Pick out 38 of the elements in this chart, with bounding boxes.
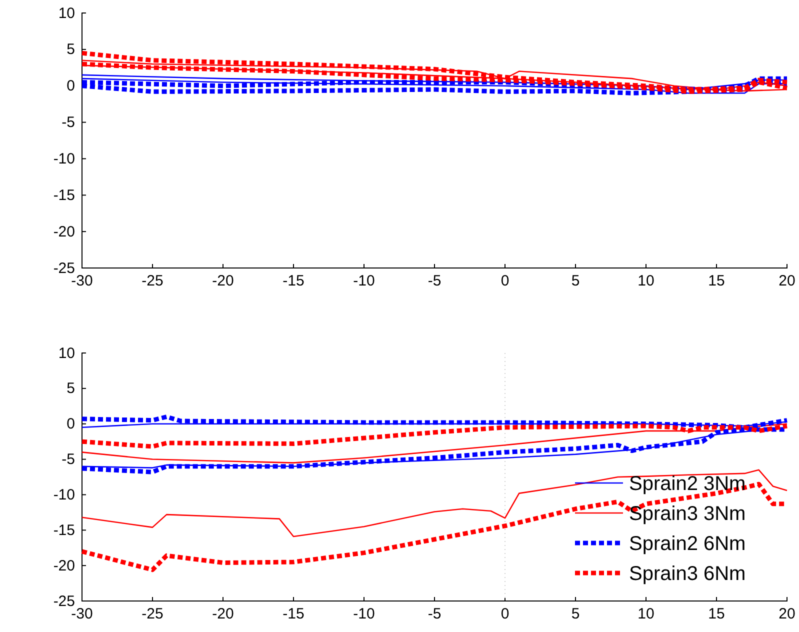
y-tick-label: -10 [53,150,75,168]
y-tick-label: -5 [62,114,75,132]
x-tick-label: 20 [778,272,796,290]
y-tick-label: -20 [53,223,75,240]
x-tick-label: -5 [428,606,442,623]
x-tick-label: 10 [638,606,654,623]
legend-label: Sprain3 6Nm [629,563,746,585]
x-tick-label: -15 [282,272,304,290]
x-tick-label: 5 [571,606,580,623]
x-tick-label: -15 [282,606,304,623]
x-tick-label: -5 [428,272,442,290]
x-tick-label: -10 [353,606,375,623]
x-tick-label: 15 [708,606,725,623]
x-tick-label: -20 [212,272,234,290]
legend-label: Sprain2 3Nm [629,473,746,495]
x-tick-label: -20 [212,606,234,623]
x-tick-label: 10 [638,272,654,290]
y-tick-label: -20 [53,557,75,574]
y-tick-label: -10 [53,486,75,504]
y-tick-label: -15 [53,522,75,539]
y-tick-label: -15 [53,186,75,204]
legend-label: Sprain2 6Nm [629,533,746,555]
x-tick-label: -25 [142,272,164,290]
x-tick-label: 20 [778,606,796,623]
x-tick-label: 15 [708,272,725,290]
x-tick-label: -10 [353,272,375,290]
y-tick-label: -5 [62,451,75,468]
x-tick-label: -25 [142,606,164,623]
y-tick-label: 5 [66,380,75,398]
legend-label: Sprain3 3Nm [629,503,746,525]
y-tick-label: 0 [66,78,75,95]
y-tick-label: 0 [66,416,75,433]
y-tick-label: 5 [66,41,75,58]
y-tick-label: 10 [58,344,75,362]
x-tick-label: 0 [500,272,510,290]
x-tick-label: 5 [571,272,580,290]
y-tick-label: 10 [58,4,75,22]
x-tick-label: 0 [500,606,510,623]
